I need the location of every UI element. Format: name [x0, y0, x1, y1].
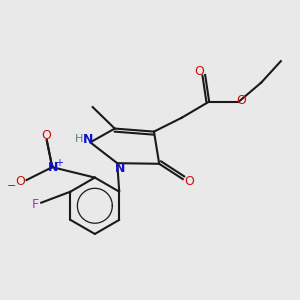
Text: H: H — [75, 134, 84, 144]
Text: N: N — [82, 133, 93, 146]
Text: N: N — [115, 162, 125, 175]
Text: O: O — [184, 175, 194, 188]
Text: +: + — [55, 158, 63, 168]
Text: O: O — [194, 65, 204, 78]
Text: −: − — [7, 181, 16, 191]
Text: O: O — [15, 175, 25, 188]
Text: O: O — [236, 94, 246, 107]
Text: F: F — [32, 198, 39, 211]
Text: N: N — [48, 161, 58, 174]
Text: O: O — [41, 129, 51, 142]
